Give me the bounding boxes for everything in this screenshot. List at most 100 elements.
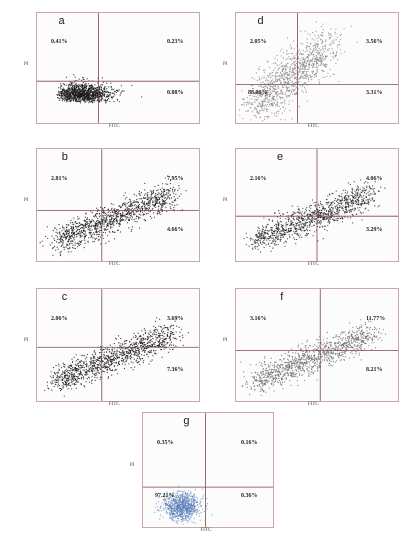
- event-point: [357, 190, 359, 192]
- event-point: [104, 363, 106, 365]
- event-point: [278, 233, 280, 235]
- event-point: [60, 245, 62, 247]
- event-point: [282, 233, 284, 235]
- event-point: [80, 230, 82, 232]
- event-point: [143, 354, 145, 356]
- event-point: [135, 217, 137, 219]
- event-point: [70, 368, 72, 370]
- event-point: [339, 196, 341, 198]
- event-point: [121, 343, 123, 345]
- event-point: [263, 91, 265, 94]
- event-point: [373, 191, 375, 193]
- event-point: [356, 185, 359, 187]
- event-point: [153, 216, 156, 218]
- event-point: [110, 82, 112, 84]
- event-point: [266, 97, 268, 99]
- event-point: [46, 385, 48, 387]
- event-point: [311, 60, 313, 62]
- event-point: [159, 211, 161, 214]
- event-point: [124, 214, 126, 216]
- event-point: [345, 206, 347, 208]
- event-point: [94, 376, 96, 378]
- event-point: [271, 230, 273, 232]
- event-point: [93, 232, 95, 234]
- event-point: [279, 232, 281, 234]
- event-point: [266, 95, 268, 97]
- event-point: [170, 341, 172, 343]
- event-point: [62, 87, 64, 89]
- event-point: [82, 366, 84, 368]
- event-point: [138, 349, 140, 351]
- event-point: [268, 101, 270, 103]
- event-point: [77, 101, 79, 103]
- event-point: [51, 377, 53, 379]
- event-point: [131, 349, 133, 351]
- event-point: [78, 234, 80, 236]
- event-point: [151, 335, 153, 337]
- event-point: [84, 226, 86, 228]
- event-point: [85, 83, 87, 85]
- event-point: [162, 203, 164, 205]
- event-point: [75, 85, 77, 87]
- event-point: [307, 46, 309, 48]
- event-point: [171, 204, 173, 206]
- event-point: [326, 55, 329, 57]
- event-point: [107, 211, 109, 214]
- event-point: [351, 213, 353, 216]
- event-point: [316, 69, 318, 71]
- event-point: [291, 70, 294, 72]
- event-point: [340, 206, 342, 208]
- event-point: [266, 90, 269, 92]
- event-point: [102, 91, 104, 93]
- event-point: [56, 374, 58, 376]
- event-point: [248, 101, 250, 103]
- event-point: [261, 231, 263, 233]
- event-point: [334, 199, 336, 202]
- event-point: [321, 209, 323, 211]
- event-point: [113, 215, 115, 217]
- event-point: [324, 40, 327, 42]
- event-point: [52, 247, 54, 249]
- event-point: [271, 219, 273, 221]
- event-point: [104, 232, 106, 234]
- event-point: [92, 88, 95, 90]
- event-point: [316, 56, 318, 59]
- event-point: [309, 51, 311, 53]
- event-point: [81, 92, 83, 94]
- event-point: [72, 244, 74, 246]
- event-point: [263, 69, 265, 72]
- event-point: [350, 194, 352, 197]
- event-point: [306, 73, 308, 75]
- event-point: [312, 70, 314, 72]
- event-point: [275, 78, 277, 80]
- event-point: [347, 217, 349, 219]
- event-point: [288, 67, 290, 69]
- event-point: [255, 72, 257, 74]
- event-point: [256, 105, 259, 107]
- event-point: [279, 71, 281, 74]
- event-point: [297, 50, 299, 52]
- event-point: [74, 369, 77, 371]
- event-point: [268, 105, 270, 107]
- event-point: [253, 114, 255, 117]
- event-point: [61, 230, 63, 232]
- event-point: [83, 90, 85, 92]
- event-point: [95, 212, 97, 215]
- event-point: [98, 212, 101, 214]
- event-point: [77, 226, 80, 228]
- event-point: [105, 221, 107, 224]
- event-point: [130, 361, 132, 363]
- event-point: [62, 246, 64, 248]
- event-point: [75, 221, 77, 223]
- event-point: [149, 335, 152, 337]
- event-point: [106, 225, 108, 227]
- event-point: [264, 107, 266, 110]
- event-point: [100, 85, 102, 87]
- event-point: [104, 228, 106, 230]
- event-point: [104, 219, 106, 221]
- event-point: [303, 220, 305, 222]
- event-point: [322, 238, 324, 240]
- event-point: [53, 238, 55, 240]
- event-point: [292, 58, 294, 60]
- event-point: [162, 205, 164, 207]
